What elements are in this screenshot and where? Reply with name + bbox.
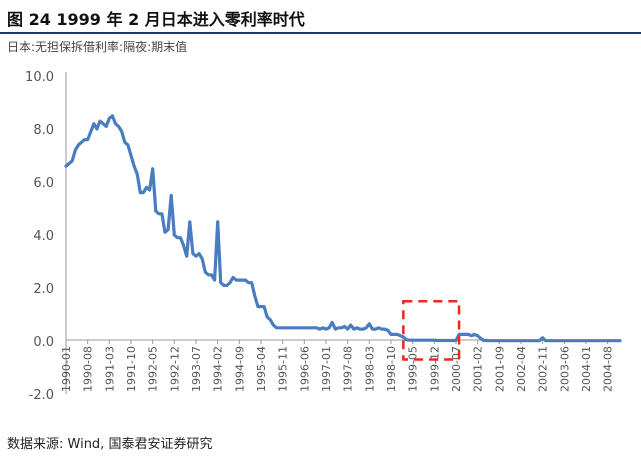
y-tick-label: 10.0 [25, 70, 54, 85]
x-tick-label: 1995-04 [255, 346, 268, 392]
x-tick-label: 1996-06 [298, 346, 311, 392]
x-tick-label: 1994-02 [212, 346, 225, 392]
x-tick-label: 1990-08 [82, 346, 95, 392]
zero-rate-highlight-box [402, 300, 461, 361]
x-tick-label: 2002-04 [515, 346, 528, 392]
x-tick-label: 1999-12 [428, 346, 441, 392]
x-tick-label: 2002-11 [537, 346, 550, 392]
x-tick-label: 1998-10 [385, 346, 398, 392]
x-tick-label: 1997-08 [342, 346, 355, 392]
page-title: 图 24 1999 年 2 月日本进入零利率时代 [7, 10, 305, 29]
x-tick-label: 1992-05 [147, 346, 160, 392]
title-bar: 图 24 1999 年 2 月日本进入零利率时代 [0, 0, 641, 34]
x-tick-label: 1991-10 [125, 346, 138, 392]
y-tick-label: 8.0 [33, 123, 54, 138]
x-tick-label: 2001-02 [472, 346, 485, 392]
x-tick-label: 2003-06 [558, 346, 571, 392]
x-tick-label: 1990-01 [60, 346, 73, 392]
y-tick-label: 2.0 [33, 282, 54, 297]
x-tick-label: 2004-01 [580, 346, 593, 392]
x-tick-label: 1991-03 [103, 346, 116, 392]
y-tick-label: 6.0 [33, 176, 54, 191]
x-tick-label: 1993-07 [190, 346, 203, 392]
source-note: 数据来源: Wind, 国泰君安证券研究 [7, 437, 213, 452]
x-tick-label: 1992-12 [168, 346, 181, 392]
x-tick-label: 1999-05 [407, 346, 420, 392]
x-tick-label: 2000-07 [450, 346, 463, 392]
rate-series-line [64, 114, 622, 343]
y-tick-label: 4.0 [33, 229, 54, 244]
x-tick-label: 2004-08 [602, 346, 615, 392]
x-tick-label: 1994-09 [233, 346, 246, 392]
y-tick-label: -2.0 [29, 388, 54, 403]
x-tick-label: 1997-01 [320, 346, 333, 392]
x-tick-label: 1998-03 [363, 346, 376, 392]
y-tick-label: 0.0 [33, 335, 54, 350]
x-tick-label: 1995-11 [277, 346, 290, 392]
series-label: 日本:无担保拆借利率:隔夜:期末值 [7, 40, 188, 54]
x-tick-label: 2001-09 [493, 346, 506, 392]
